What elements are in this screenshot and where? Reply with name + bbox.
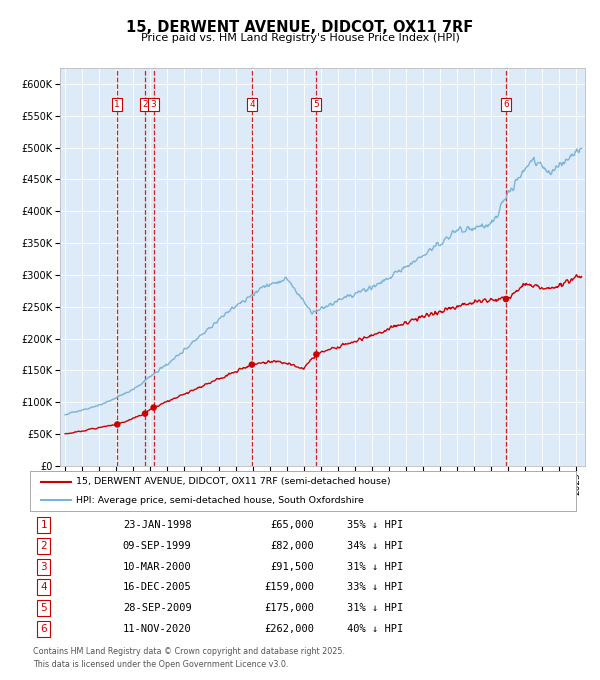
Text: HPI: Average price, semi-detached house, South Oxfordshire: HPI: Average price, semi-detached house,… bbox=[76, 496, 364, 505]
Point bbox=[501, 294, 511, 305]
Text: 6: 6 bbox=[40, 624, 47, 634]
Text: This data is licensed under the Open Government Licence v3.0.: This data is licensed under the Open Gov… bbox=[33, 660, 289, 668]
Text: 40% ↓ HPI: 40% ↓ HPI bbox=[347, 624, 403, 634]
Text: 10-MAR-2000: 10-MAR-2000 bbox=[123, 562, 191, 572]
Point bbox=[247, 359, 257, 370]
Text: 2: 2 bbox=[40, 541, 47, 551]
Text: 16-DEC-2005: 16-DEC-2005 bbox=[123, 582, 191, 592]
Text: £159,000: £159,000 bbox=[264, 582, 314, 592]
Text: Contains HM Land Registry data © Crown copyright and database right 2025.: Contains HM Land Registry data © Crown c… bbox=[33, 647, 345, 656]
Text: 2: 2 bbox=[142, 100, 148, 109]
Point bbox=[140, 408, 150, 419]
Text: 09-SEP-1999: 09-SEP-1999 bbox=[123, 541, 191, 551]
Text: £65,000: £65,000 bbox=[270, 520, 314, 530]
Text: 5: 5 bbox=[313, 100, 319, 109]
Text: 1: 1 bbox=[115, 100, 120, 109]
Point bbox=[311, 349, 321, 360]
Text: Price paid vs. HM Land Registry's House Price Index (HPI): Price paid vs. HM Land Registry's House … bbox=[140, 33, 460, 43]
Text: 3: 3 bbox=[40, 562, 47, 572]
Point bbox=[112, 419, 122, 430]
Text: 15, DERWENT AVENUE, DIDCOT, OX11 7RF: 15, DERWENT AVENUE, DIDCOT, OX11 7RF bbox=[127, 20, 473, 35]
Text: 4: 4 bbox=[40, 582, 47, 592]
Text: 35% ↓ HPI: 35% ↓ HPI bbox=[347, 520, 403, 530]
Text: £175,000: £175,000 bbox=[264, 603, 314, 613]
Text: £82,000: £82,000 bbox=[270, 541, 314, 551]
Text: 1: 1 bbox=[40, 520, 47, 530]
Text: 23-JAN-1998: 23-JAN-1998 bbox=[123, 520, 191, 530]
Text: 5: 5 bbox=[40, 603, 47, 613]
Text: 3: 3 bbox=[151, 100, 157, 109]
Text: £262,000: £262,000 bbox=[264, 624, 314, 634]
Text: 33% ↓ HPI: 33% ↓ HPI bbox=[347, 582, 403, 592]
Text: 11-NOV-2020: 11-NOV-2020 bbox=[123, 624, 191, 634]
Text: £91,500: £91,500 bbox=[270, 562, 314, 572]
Text: 4: 4 bbox=[249, 100, 255, 109]
Text: 31% ↓ HPI: 31% ↓ HPI bbox=[347, 603, 403, 613]
Text: 15, DERWENT AVENUE, DIDCOT, OX11 7RF (semi-detached house): 15, DERWENT AVENUE, DIDCOT, OX11 7RF (se… bbox=[76, 477, 391, 486]
Text: 28-SEP-2009: 28-SEP-2009 bbox=[123, 603, 191, 613]
Text: 6: 6 bbox=[503, 100, 509, 109]
Text: 31% ↓ HPI: 31% ↓ HPI bbox=[347, 562, 403, 572]
Point bbox=[149, 402, 158, 413]
Text: 34% ↓ HPI: 34% ↓ HPI bbox=[347, 541, 403, 551]
